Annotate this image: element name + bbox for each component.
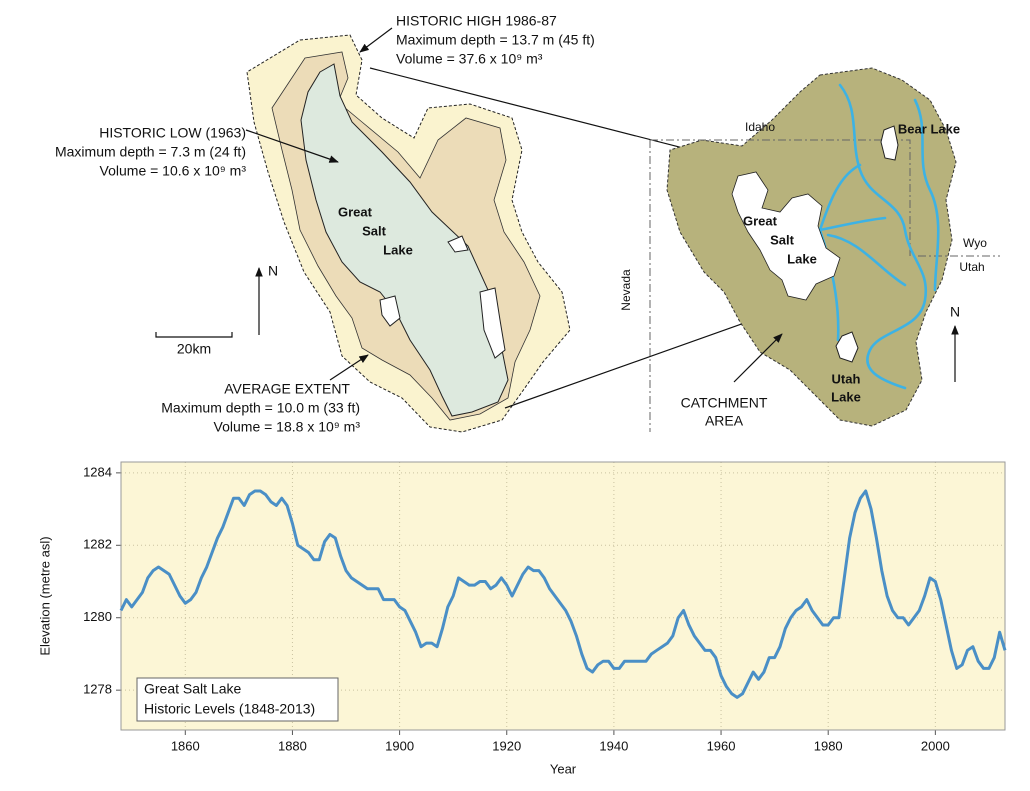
zoom-line xyxy=(369,67,739,163)
pointer xyxy=(359,27,393,53)
annotation-text: Maximum depth = 13.7 m (45 ft) xyxy=(396,32,595,48)
island xyxy=(379,295,401,327)
lake-label: Salt xyxy=(362,223,387,238)
x-axis-label: Year xyxy=(550,761,577,776)
annotation-title: HISTORIC LOW (1963) xyxy=(99,125,246,141)
scale-label: 20km xyxy=(177,341,211,357)
y-axis-label: Elevation (metre asl) xyxy=(37,536,52,655)
annotation-text: Maximum depth = 10.0 m (33 ft) xyxy=(161,400,360,416)
x-tick-label: 1880 xyxy=(278,738,307,753)
y-tick-label: 1284 xyxy=(83,464,112,479)
y-tick-label: 1278 xyxy=(83,682,112,697)
state-label: Wyo xyxy=(963,236,987,250)
lake-label: Great xyxy=(338,204,373,219)
x-tick-label: 1940 xyxy=(599,738,628,753)
series-line xyxy=(119,489,1007,699)
annotation-title: HISTORIC HIGH 1986-87 xyxy=(396,13,557,29)
river xyxy=(826,233,907,287)
scale-bar xyxy=(155,332,233,338)
y-tick-label: 1280 xyxy=(83,609,112,624)
lake-label: Utah xyxy=(832,371,861,386)
lake-label: Lake xyxy=(831,389,861,404)
y-tick-label: 1282 xyxy=(83,537,112,552)
river xyxy=(838,83,928,390)
line-chart: 1278 1280 1282 1284 1860 1880 1900 1920 1940 1960… xyxy=(37,461,1007,776)
pointer xyxy=(329,354,369,381)
lake-map: Great Salt Lake HISTORIC HIGH 1986-87 Ma… xyxy=(55,13,595,435)
lake-label: Great xyxy=(743,213,778,228)
state-border xyxy=(650,139,1000,257)
lake-label: Lake xyxy=(383,242,413,257)
plot-frame xyxy=(120,461,1006,731)
annotation-text: Maximum depth = 7.3 m (24 ft) xyxy=(55,144,246,160)
north-label: N xyxy=(950,304,960,320)
catchment-label: CATCHMENT xyxy=(681,395,768,411)
lake-label: Lake xyxy=(787,251,817,266)
lake-label: Bear Lake xyxy=(898,121,960,136)
pointer xyxy=(245,129,339,163)
x-tick-label: 1920 xyxy=(492,738,521,753)
state-label: Idaho xyxy=(745,120,775,134)
lake-label: Salt xyxy=(770,232,795,247)
annotation-title: AVERAGE EXTENT xyxy=(224,381,350,397)
x-tick-label: 1900 xyxy=(385,738,414,753)
great-salt-lake xyxy=(731,171,841,301)
annotation-text: Volume = 18.8 x 10⁹ m³ xyxy=(214,419,361,435)
catchment-map: Idaho Wyo Utah Nevada Bear Lake Great Sa… xyxy=(619,67,1000,432)
pointer xyxy=(733,333,783,383)
river xyxy=(818,216,887,232)
legend-annotation: Historic Levels (1848-2013) xyxy=(144,701,315,717)
x-tick-label: 1860 xyxy=(171,738,200,753)
state-label: Utah xyxy=(959,260,984,274)
state-label: Nevada xyxy=(619,269,633,311)
x-tick-label: 1980 xyxy=(814,738,843,753)
x-tick-label: 1960 xyxy=(707,738,736,753)
annotation-text: Volume = 37.6 x 10⁹ m³ xyxy=(396,51,543,67)
bear-lake xyxy=(880,125,899,161)
legend-label: Great Salt Lake xyxy=(144,681,241,697)
legend-box xyxy=(136,677,339,722)
x-tick-label: 2000 xyxy=(921,738,950,753)
island xyxy=(447,235,469,253)
annotation-text: Volume = 10.6 x 10⁹ m³ xyxy=(100,163,247,179)
island xyxy=(479,287,506,359)
utah-lake xyxy=(835,331,859,363)
catchment-label: AREA xyxy=(705,413,744,429)
historic-low-extent xyxy=(300,63,509,417)
north-label: N xyxy=(268,263,278,279)
river xyxy=(913,98,940,292)
